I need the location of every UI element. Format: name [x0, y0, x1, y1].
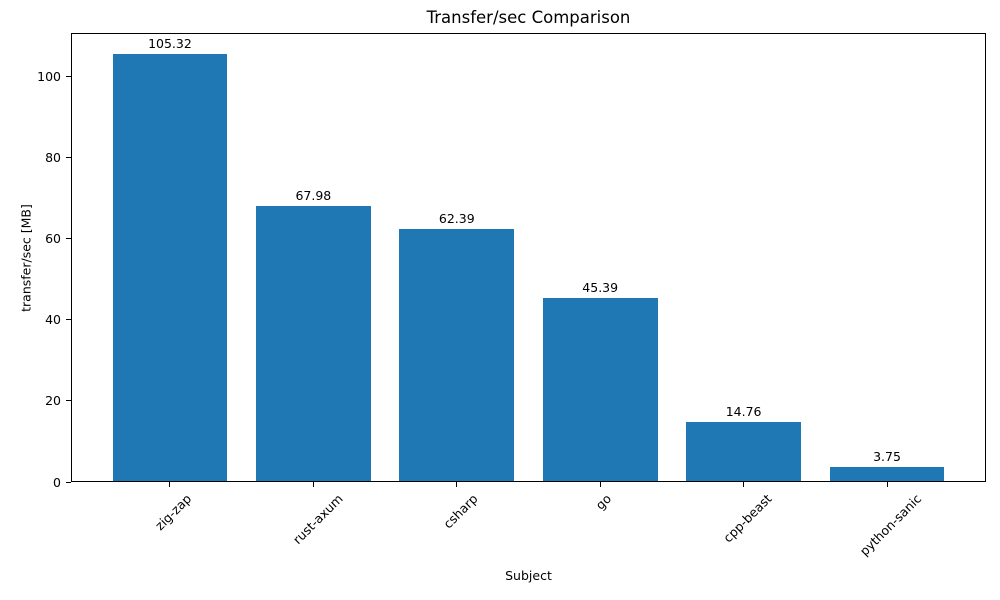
y-tick-label: 20	[45, 393, 61, 409]
x-tick-label-go: go	[593, 491, 615, 513]
x-tick-label-rust-axum: rust-axum	[289, 491, 346, 547]
chart-title: Transfer/sec Comparison	[426, 8, 631, 27]
y-tick-label: 40	[45, 312, 61, 328]
y-tick-label: 100	[37, 68, 61, 84]
x-tick-mark	[599, 482, 601, 487]
y-tick-label: 0	[53, 474, 61, 490]
plot-area	[71, 33, 986, 482]
x-tick-mark	[886, 482, 888, 487]
x-tick-mark	[743, 482, 745, 487]
x-tick-mark	[169, 482, 171, 487]
x-tick-label-csharp: csharp	[440, 491, 481, 532]
y-axis-label: transfer/sec [MB]	[18, 204, 34, 312]
x-tick-label-python-sanic: python-sanic	[856, 491, 925, 559]
x-tick-label-zig-zap: zig-zap	[152, 491, 195, 534]
y-tick-label: 80	[45, 149, 61, 165]
x-tick-mark	[456, 482, 458, 487]
x-axis-label: Subject	[505, 568, 552, 583]
x-tick-label-cpp-beast: cpp-beast	[720, 491, 775, 546]
x-tick-mark	[312, 482, 314, 487]
